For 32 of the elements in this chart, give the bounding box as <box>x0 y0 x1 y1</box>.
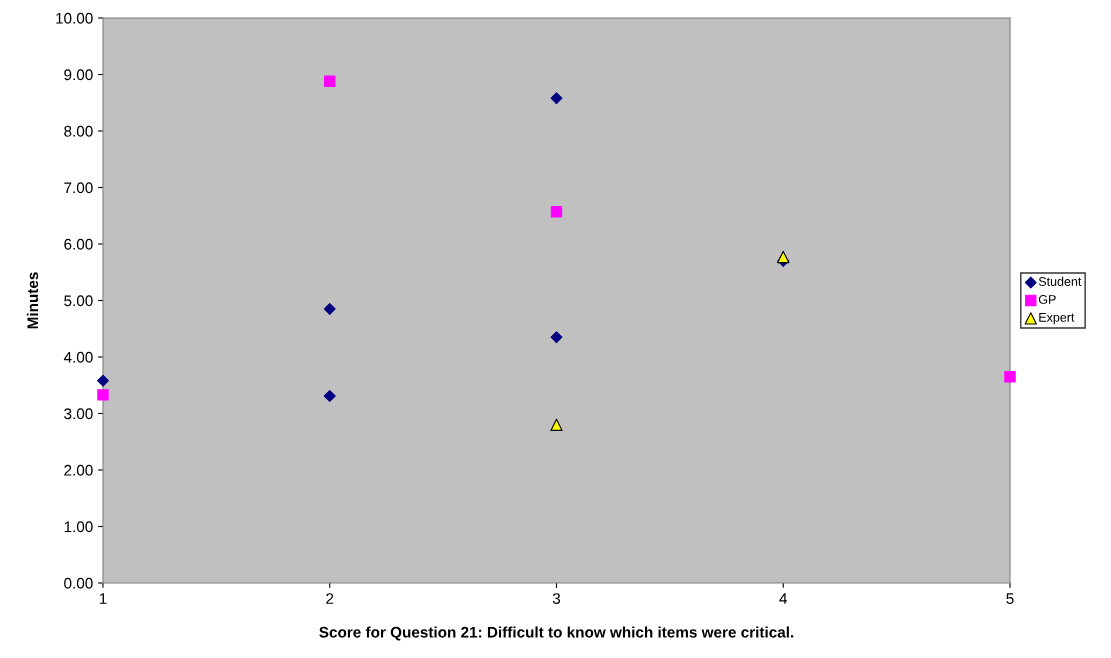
x-tick-label: 1 <box>99 593 107 604</box>
y-tick-label: 10.00 <box>56 12 93 24</box>
point <box>1004 371 1016 383</box>
x-tick-label: 4 <box>779 593 788 604</box>
point <box>97 389 109 401</box>
y-tick-label: 8.00 <box>64 125 93 137</box>
y-tick-label: 3.00 <box>64 408 93 420</box>
point <box>550 92 563 105</box>
point <box>323 303 336 315</box>
x-tick-label: 2 <box>326 593 334 604</box>
y-tick-label: 1.00 <box>64 521 93 533</box>
x-tick-label: 5 <box>1006 593 1014 604</box>
point <box>323 390 336 402</box>
x-tick-label: 3 <box>552 593 561 604</box>
legend-label: Expert <box>1039 313 1075 325</box>
y-tick-label: 6.00 <box>64 238 93 250</box>
point <box>777 250 790 264</box>
y-tick-label: 7.00 <box>64 182 93 194</box>
point <box>550 206 563 218</box>
point <box>324 75 336 87</box>
point <box>550 418 563 431</box>
y-tick-label: 2.00 <box>64 464 93 476</box>
x-axis-title: Score for Question 21: Difficult to know which items were critical. <box>319 626 794 641</box>
point <box>97 374 109 387</box>
legend-label: Student <box>1038 276 1082 286</box>
legend-label: GP <box>1038 295 1056 304</box>
point <box>550 331 563 344</box>
y-tick-label: 5.00 <box>64 295 93 307</box>
y-tick-label: 4.00 <box>63 351 93 363</box>
y-tick-label: 0.00 <box>64 577 93 589</box>
y-axis-title: Minutes <box>26 272 39 329</box>
y-tick-label: 9.00 <box>64 69 93 81</box>
